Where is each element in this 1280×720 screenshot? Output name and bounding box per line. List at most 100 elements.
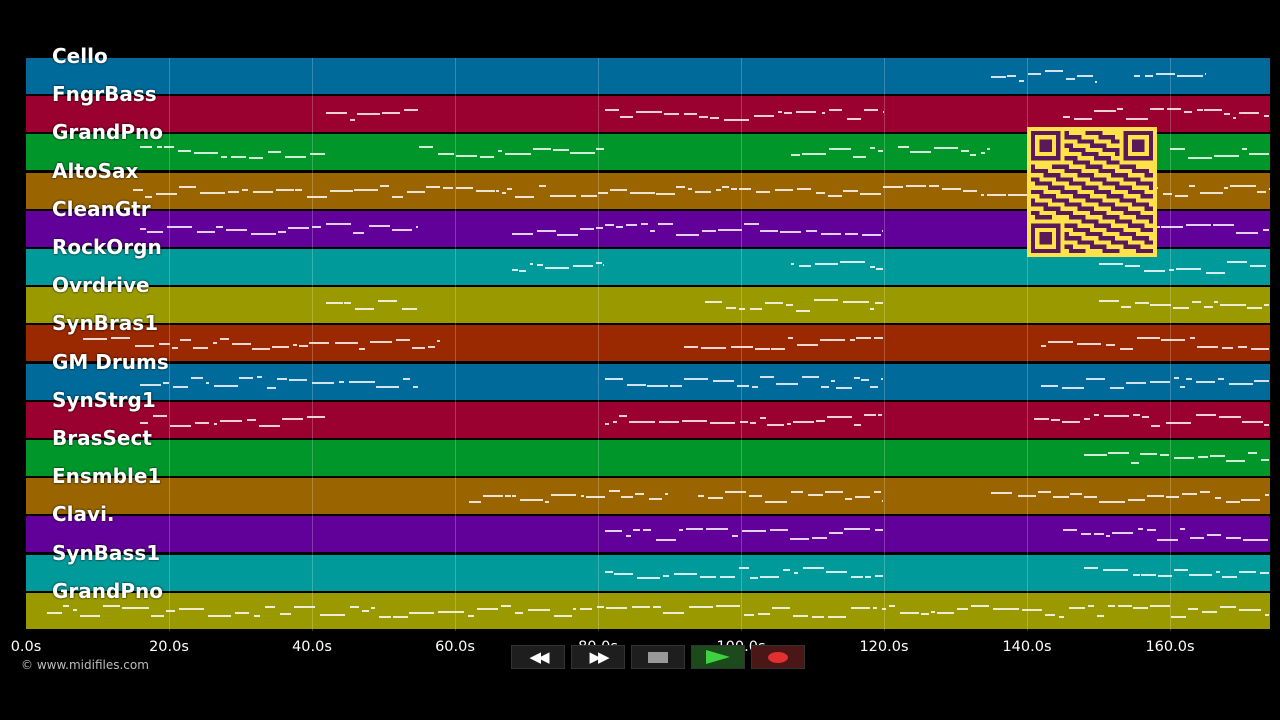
midi-note (356, 113, 381, 116)
midi-note (553, 149, 569, 152)
midi-note (1269, 187, 1271, 190)
rewind-button[interactable]: ◀◀ (511, 645, 565, 669)
midi-note (1222, 347, 1234, 350)
midi-note (634, 493, 645, 496)
midi-note (1206, 272, 1225, 274)
midi-note (1204, 73, 1206, 75)
stop-button[interactable] (631, 645, 685, 669)
midi-note (1189, 573, 1212, 576)
midi-note (1145, 75, 1153, 77)
midi-note (664, 113, 680, 116)
midi-note (403, 377, 410, 380)
midi-note (744, 222, 759, 225)
midi-note (1007, 75, 1017, 77)
record-icon (768, 651, 788, 663)
midi-note (722, 185, 730, 188)
midi-note (1149, 108, 1165, 111)
midi-note (309, 342, 330, 345)
midi-note (731, 187, 738, 190)
midi-note (845, 232, 858, 235)
midi-note (379, 615, 392, 618)
midi-note (1093, 533, 1105, 536)
midi-note (605, 422, 609, 425)
midi-note (1174, 568, 1189, 571)
midi-note (606, 606, 628, 609)
midi-note (1062, 386, 1085, 389)
midi-note (1264, 423, 1270, 426)
midi-note (312, 225, 322, 228)
midi-note (707, 497, 723, 500)
midi-note (898, 146, 910, 149)
midi-note (676, 233, 699, 236)
midi-note (196, 230, 216, 233)
midi-note (812, 537, 827, 540)
midi-note (921, 612, 930, 615)
midi-note (1176, 75, 1203, 77)
midi-note (1265, 494, 1270, 497)
midi-note (550, 194, 577, 197)
midi-note (1132, 573, 1140, 576)
midi-note (882, 229, 884, 232)
midi-note (80, 614, 101, 617)
midi-note (392, 228, 412, 231)
midi-note (1077, 343, 1102, 346)
midi-note (572, 265, 594, 267)
midi-note (760, 416, 766, 419)
record-button[interactable] (751, 645, 805, 669)
midi-note (777, 111, 782, 114)
midi-note (1159, 454, 1170, 456)
midi-note (1087, 604, 1094, 607)
midi-note (740, 420, 748, 423)
midi-note (281, 417, 304, 420)
midi-note (899, 611, 920, 614)
midi-note (579, 227, 594, 230)
midi-note (760, 575, 779, 578)
track-label: GrandPno (52, 120, 163, 145)
track-lane (26, 440, 1270, 476)
midi-note (1103, 568, 1129, 571)
midi-note (856, 337, 872, 340)
midi-note (1139, 453, 1157, 455)
track-label: Clavi. (52, 502, 115, 527)
midi-note (1214, 301, 1219, 304)
midi-note (843, 189, 858, 192)
midi-note (829, 532, 844, 535)
midi-note (695, 190, 711, 193)
grid-line (741, 58, 742, 631)
play-button[interactable] (691, 645, 745, 669)
midi-note (349, 119, 355, 122)
midi-note (1080, 533, 1091, 536)
midi-note (876, 268, 883, 270)
midi-note (1239, 570, 1256, 573)
midi-note (1203, 306, 1213, 309)
midi-note (428, 346, 435, 349)
midi-note (1243, 539, 1268, 542)
midi-note (640, 222, 649, 225)
midi-note (1146, 529, 1156, 532)
track-lane (26, 478, 1270, 515)
midi-note (103, 604, 120, 607)
midi-note (162, 381, 170, 384)
midi-note (1099, 501, 1126, 504)
midi-note (1218, 415, 1241, 418)
midi-note (403, 109, 419, 112)
fast-forward-button[interactable]: ▶▶ (571, 645, 625, 669)
midi-note (850, 575, 863, 578)
midi-note (334, 342, 358, 345)
track-lane (26, 592, 1270, 629)
midi-note (1134, 302, 1150, 305)
midi-note (956, 607, 968, 610)
midi-note (779, 230, 802, 233)
midi-note (170, 424, 192, 427)
midi-note (279, 612, 292, 615)
grid-line (598, 58, 599, 631)
midi-note (870, 308, 874, 311)
midi-note (765, 302, 783, 305)
midi-note (1187, 607, 1198, 610)
midi-note (1162, 192, 1172, 195)
midi-note (605, 530, 623, 533)
time-tick-label: 0.0s (10, 639, 42, 655)
midi-note (208, 614, 232, 617)
midi-note (1165, 421, 1192, 424)
midi-note (1098, 263, 1123, 265)
